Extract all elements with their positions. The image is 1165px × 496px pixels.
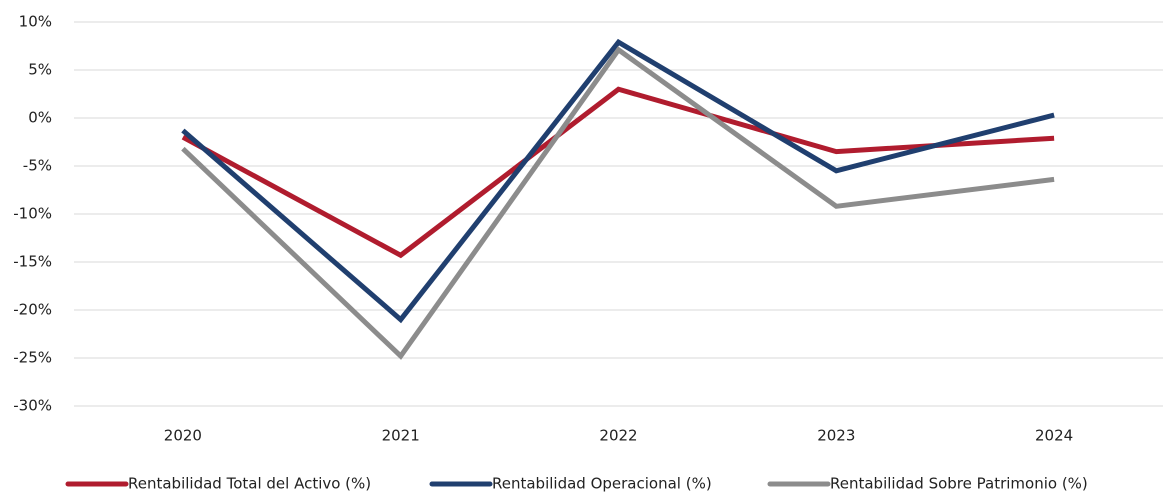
x-tick-label: 2020 [164, 427, 202, 445]
legend-label: Rentabilidad Total del Activo (%) [128, 475, 371, 493]
legend-label: Rentabilidad Operacional (%) [492, 475, 712, 493]
y-tick-label: -5% [23, 157, 52, 175]
y-tick-label: 5% [28, 61, 52, 79]
y-tick-label: -30% [13, 397, 52, 415]
y-tick-label: -15% [13, 253, 52, 271]
x-tick-label: 2022 [599, 427, 637, 445]
y-tick-label: -10% [13, 205, 52, 223]
y-tick-label: 0% [28, 109, 52, 127]
x-tick-label: 2023 [817, 427, 855, 445]
y-tick-label: -20% [13, 301, 52, 319]
y-tick-label: -25% [13, 349, 52, 367]
series-line [181, 46, 1055, 360]
x-tick-label: 2021 [382, 427, 420, 445]
legend-label: Rentabilidad Sobre Patrimonio (%) [830, 475, 1088, 493]
y-tick-label: 10% [19, 13, 52, 31]
x-tick-label: 2024 [1035, 427, 1073, 445]
series-line [181, 86, 1055, 259]
series-line [181, 38, 1055, 324]
